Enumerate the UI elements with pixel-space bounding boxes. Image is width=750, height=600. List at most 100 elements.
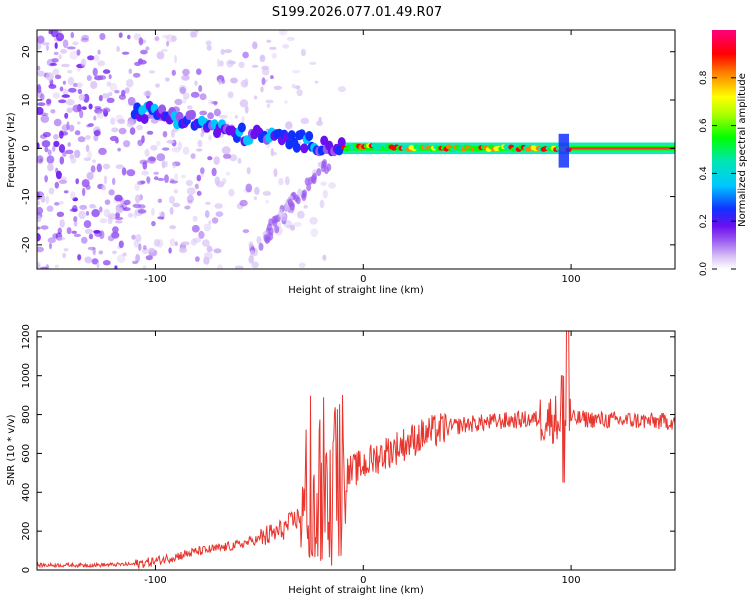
heatmap-cell [37,226,41,230]
heatmap-cell [221,146,231,155]
heatmap-cell [86,172,94,180]
heatmap-cell [45,72,54,81]
heatmap-cell [115,164,125,169]
heatmap-cell [204,210,210,219]
heatmap-cell [99,218,108,224]
heatmap-cell [154,36,160,42]
heatmap-cell [291,69,301,74]
heatmap-cell [61,94,70,98]
heatmap-cell [278,220,282,229]
heatmap-cell [322,254,327,261]
heatmap-cell [114,220,123,224]
heatmap-cell [76,82,83,88]
heatmap-cell [40,266,49,269]
heatmap-cell [86,124,91,128]
heatmap-cell [251,64,259,68]
heatmap-cell [296,89,303,97]
heatmap-cell [42,131,52,138]
heatmap-cell [81,236,88,244]
heatmap-cell [310,228,319,237]
heatmap-cell [96,262,100,269]
heatmap-cell [205,201,211,205]
heatmap-cell [41,140,51,148]
heatmap-cell [115,206,124,214]
heatmap-cell [303,204,308,209]
heatmap-cell [46,155,55,164]
heatmap-cell [208,220,212,225]
heatmap-cell [270,75,274,80]
snr-y-tick-label: 1000 [21,363,32,388]
heatmap-cell [40,93,45,101]
heatmap-cell [102,163,111,170]
heatmap-cell [57,227,62,235]
heatmap-cell [273,168,278,178]
heatmap-cell [138,59,147,65]
heatmap-cell [54,42,58,49]
heatmap-cell [106,81,112,87]
heatmap-cell [294,85,301,90]
heatmap-cell [266,103,270,109]
heatmap-cell [168,247,172,254]
heatmap-cell [266,39,272,43]
heatmap-cell [139,159,149,165]
heatmap-cell [127,34,131,40]
heatmap-cell [286,225,293,229]
snr-y-tick-label: 200 [21,522,32,541]
heatmap-cell [55,30,62,35]
heatmap-cell [237,122,246,133]
heatmap-cell [112,226,119,234]
heatmap-cell [251,261,259,269]
heatmap-cell [93,134,99,142]
heatmap-cell [77,121,81,125]
heatmap-cell [74,149,81,159]
colorbar: 0.0 0.2 0.4 0.6 0.8 Normalized spectral ampl… [699,30,748,276]
heatmap-cell [101,184,107,191]
spectrogram-frame [36,29,676,270]
heatmap-cell [322,189,328,199]
heatmap-cell [219,114,228,119]
heatmap-cell [40,195,46,203]
heatmap-cell [172,202,181,208]
heatmap-cell [87,246,96,251]
heatmap-cell [138,204,146,209]
heatmap-cell [81,106,87,111]
heatmap-cell [87,150,92,160]
heatmap-cell [138,37,144,46]
heatmap-cell [164,160,168,168]
heatmap-cell [52,145,56,152]
heatmap-cell [37,191,40,201]
heatmap-cell [202,239,210,247]
snr-y-tick-label: 0 [21,567,32,573]
heatmap-cell [78,210,86,220]
heatmap-cell [118,127,127,135]
heatmap-cell [137,209,147,214]
heatmap-cell [53,118,62,127]
heatmap-cell [244,105,249,114]
heatmap-cell [284,100,288,104]
heatmap-cell [84,228,94,234]
heatmap-cell [278,30,288,36]
heatmap-cell [93,54,100,62]
heatmap-cell [48,187,55,195]
heatmap-cell [51,58,59,63]
heatmap-cell [70,191,76,200]
heatmap-cell [58,54,62,60]
heatmap-cell [59,219,65,228]
heatmap-cell [318,116,322,123]
heatmap-cell [76,49,81,56]
heatmap-cell [136,124,144,131]
spectrogram-xlabel: Height of straight line (km) [288,285,424,296]
heatmap-cell [112,177,116,186]
heatmap-cell [128,68,133,75]
heatmap-cell [227,91,234,99]
colorbar-tick-label: 0.0 [699,262,709,277]
heatmap-cell [47,237,56,244]
heatmap-cell [73,216,78,223]
heatmap-cell [157,216,165,220]
heatmap-cell [56,236,66,241]
heatmap-cell [295,196,301,205]
snr-x-tick-label: 100 [562,575,581,586]
heatmap-cell [37,89,43,99]
spectrogram-y-tick-label: -10 [21,188,32,204]
